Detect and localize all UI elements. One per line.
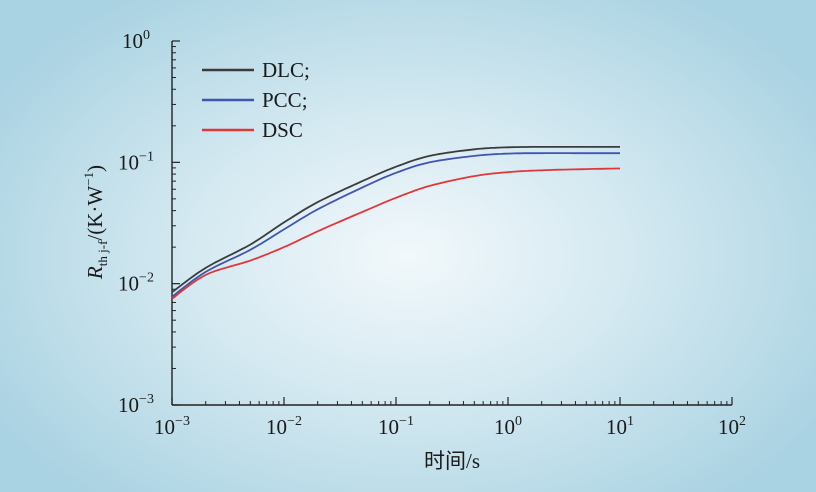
x-tick-label: 10−3 [154, 414, 190, 439]
series-line-3 [171, 167, 620, 300]
y-tick-label: 10−3 [118, 392, 154, 417]
y-tick-label: 10−1 [118, 149, 154, 174]
series-line-1 [171, 145, 620, 293]
y-axis-title: Rth j-f/(K·W−1) [81, 165, 110, 280]
legend-label: DSC [262, 118, 303, 142]
y-axis-title-symbol: R [83, 266, 107, 280]
series-line-2 [171, 152, 620, 298]
x-tick-label: 102 [718, 414, 746, 439]
legend-label: DLC; [262, 58, 310, 82]
x-tick-label: 100 [494, 414, 522, 439]
axes: 10−3 10−2 10−1 100 101 102 10−3 10−2 10−1 100 [118, 28, 746, 439]
y-axis-title-exponent: −1 [81, 172, 96, 186]
legend: DLC; PCC; DSC [202, 58, 310, 142]
y-axis-title-subscript: th j-f [95, 240, 110, 266]
y-axis-title-close: ) [83, 165, 107, 172]
x-tick-label: 101 [606, 414, 634, 439]
y-tick-label: 100 [122, 28, 150, 53]
x-tick-label: 10−1 [378, 414, 414, 439]
series-layer [171, 145, 620, 300]
y-tick-label: 10−2 [118, 271, 154, 296]
x-tick-label: 10−2 [266, 414, 302, 439]
y-axis-title-unit: /(K·W [83, 186, 107, 241]
legend-label: PCC; [262, 88, 308, 112]
x-axis-title: 时间/s [424, 449, 480, 473]
